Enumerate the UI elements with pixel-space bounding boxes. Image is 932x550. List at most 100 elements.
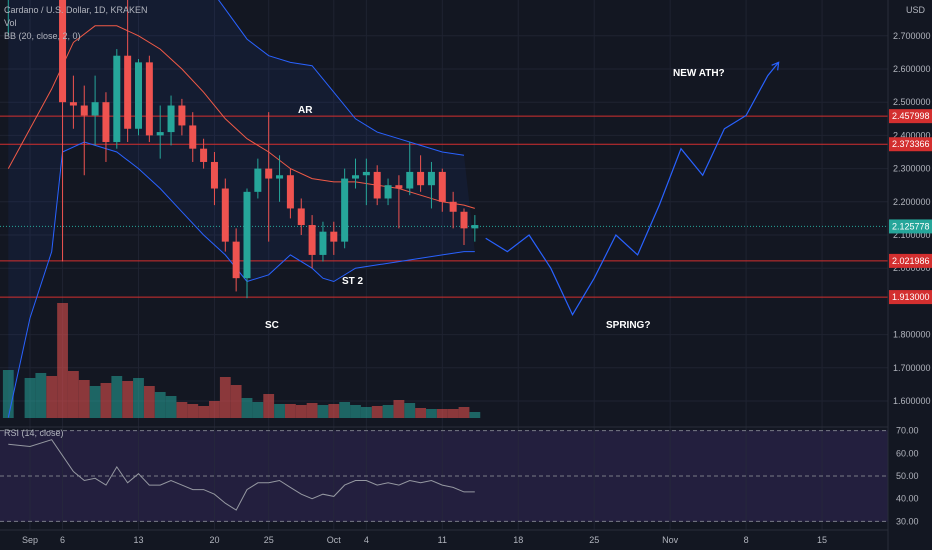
price-tick-label: 2.000000 — [893, 263, 931, 273]
volume-bar-35 — [393, 400, 405, 418]
time-tick-label: 11 — [438, 535, 447, 545]
time-tick-label: 25 — [264, 535, 274, 545]
candles — [7, 0, 780, 299]
candle-body-10 — [124, 55, 132, 129]
time-tick-label: Oct — [327, 535, 342, 545]
volume-bar-23 — [263, 394, 275, 418]
volume-bar-39 — [436, 409, 448, 418]
volume-bar-42 — [469, 412, 481, 418]
price-level-label-3: 1.913000 — [892, 292, 930, 302]
candle-body-25 — [286, 175, 294, 209]
price-level-label-0: 2.457998 — [892, 111, 930, 121]
time-tick-label: Sep — [22, 535, 38, 545]
volume-bar-40 — [447, 409, 459, 418]
volume-bar-33 — [371, 406, 383, 418]
volume-bar-34 — [382, 405, 394, 418]
grid — [0, 0, 888, 530]
volume-bar-25 — [285, 404, 296, 418]
candle-body-4 — [59, 0, 67, 103]
volume-bar-13 — [154, 392, 166, 418]
candle-body-14 — [167, 105, 175, 133]
candle-body-20 — [232, 241, 240, 279]
candle-body-34 — [384, 185, 392, 199]
volume-bar-31 — [350, 405, 361, 418]
candle-body-8 — [102, 102, 110, 143]
volume-bar-37 — [415, 408, 426, 418]
projection-path — [485, 62, 780, 316]
price-tick-label: 2.200000 — [893, 197, 931, 207]
price-tick-label: 1.800000 — [893, 330, 931, 340]
volume-bar-17 — [198, 406, 209, 418]
price-tick-label: 2.700000 — [893, 31, 931, 41]
candle-body-29 — [330, 231, 338, 242]
time-tick-label: 8 — [744, 535, 749, 545]
volume-bar-20 — [230, 385, 242, 418]
bollinger-indicator-label: BB (20, close, 2, 0) — [4, 31, 81, 41]
volume-bar-32 — [360, 407, 372, 418]
rsi-indicator — [0, 430, 888, 522]
volume-bar-1 — [24, 378, 36, 418]
volume-bar-0 — [2, 370, 14, 418]
candle-body-15 — [178, 105, 186, 126]
annotation-spring: SPRING? — [606, 320, 650, 331]
price-level-label-1-bg — [889, 137, 932, 152]
annotation-new-ath: NEW ATH? — [673, 68, 725, 79]
price-level-label-2-bg — [889, 253, 932, 268]
volume-bars — [2, 303, 481, 418]
candle-body-13 — [156, 132, 164, 136]
rsi-tick-label: 70.00 — [896, 426, 919, 436]
candle-body-11 — [135, 62, 142, 129]
time-tick-label: 18 — [513, 535, 523, 545]
candle-body-27 — [308, 225, 316, 255]
volume-bar-38 — [426, 409, 437, 418]
bollinger-basis — [7, 25, 475, 209]
volume-bar-10 — [122, 381, 134, 418]
price-level-label-0-bg — [889, 109, 932, 124]
time-tick-label: 6 — [60, 535, 65, 545]
volume-bar-18 — [209, 401, 220, 418]
volume-bar-5 — [68, 371, 79, 418]
price-axis-ticks: 2.700000 2.600000 2.500000 2.400000 2.300000… — [893, 31, 931, 406]
candle-body-22 — [254, 168, 262, 192]
candle-body-35 — [395, 185, 403, 189]
rsi-tick-label: 50.00 — [896, 471, 919, 481]
volume-bar-7 — [89, 386, 101, 418]
candle-body-31 — [352, 175, 359, 179]
price-level-label-3-bg — [889, 290, 932, 305]
volume-bar-24 — [274, 404, 285, 418]
rsi-tick-label: 60.00 — [896, 448, 919, 458]
bollinger-upper-band — [217, 0, 465, 156]
candle-body-41 — [460, 211, 468, 229]
price-level-label-2: 2.021986 — [892, 256, 930, 266]
currency-label: USD — [906, 5, 926, 15]
candle-body-37 — [417, 171, 425, 186]
volume-bar-15 — [176, 402, 188, 418]
candle-body-21 — [243, 191, 251, 279]
rsi-indicator-label: RSI (14, close) — [4, 428, 64, 438]
time-tick-label: 25 — [589, 535, 599, 545]
candle-body-40 — [449, 201, 457, 212]
volume-bar-8 — [100, 383, 112, 418]
candle-body-33 — [373, 171, 381, 199]
rsi-axis-ticks: 70.00 60.00 50.00 40.00 30.00 — [896, 426, 919, 527]
rsi-tick-label: 30.00 — [896, 516, 919, 526]
volume-bar-12 — [143, 386, 155, 418]
volume-bar-16 — [187, 404, 199, 418]
annotation-sc: SC — [265, 320, 279, 331]
price-tick-label: 2.500000 — [893, 97, 931, 107]
volume-bar-22 — [252, 402, 264, 418]
volume-bar-28 — [317, 405, 329, 418]
volume-bar-14 — [165, 396, 177, 418]
volume-indicator-label: Vol — [4, 18, 17, 28]
price-tick-label: 1.600000 — [893, 396, 931, 406]
price-tick-label: 2.300000 — [893, 164, 931, 174]
volume-bar-36 — [404, 403, 416, 418]
candle-body-24 — [276, 175, 284, 179]
volume-bar-9 — [111, 376, 123, 418]
volume-bar-2 — [35, 373, 47, 418]
candle-body-39 — [438, 171, 446, 202]
volume-bar-19 — [219, 377, 231, 418]
time-tick-label: 20 — [209, 535, 219, 545]
time-tick-label: 15 — [817, 535, 827, 545]
candle-body-9 — [113, 55, 121, 143]
